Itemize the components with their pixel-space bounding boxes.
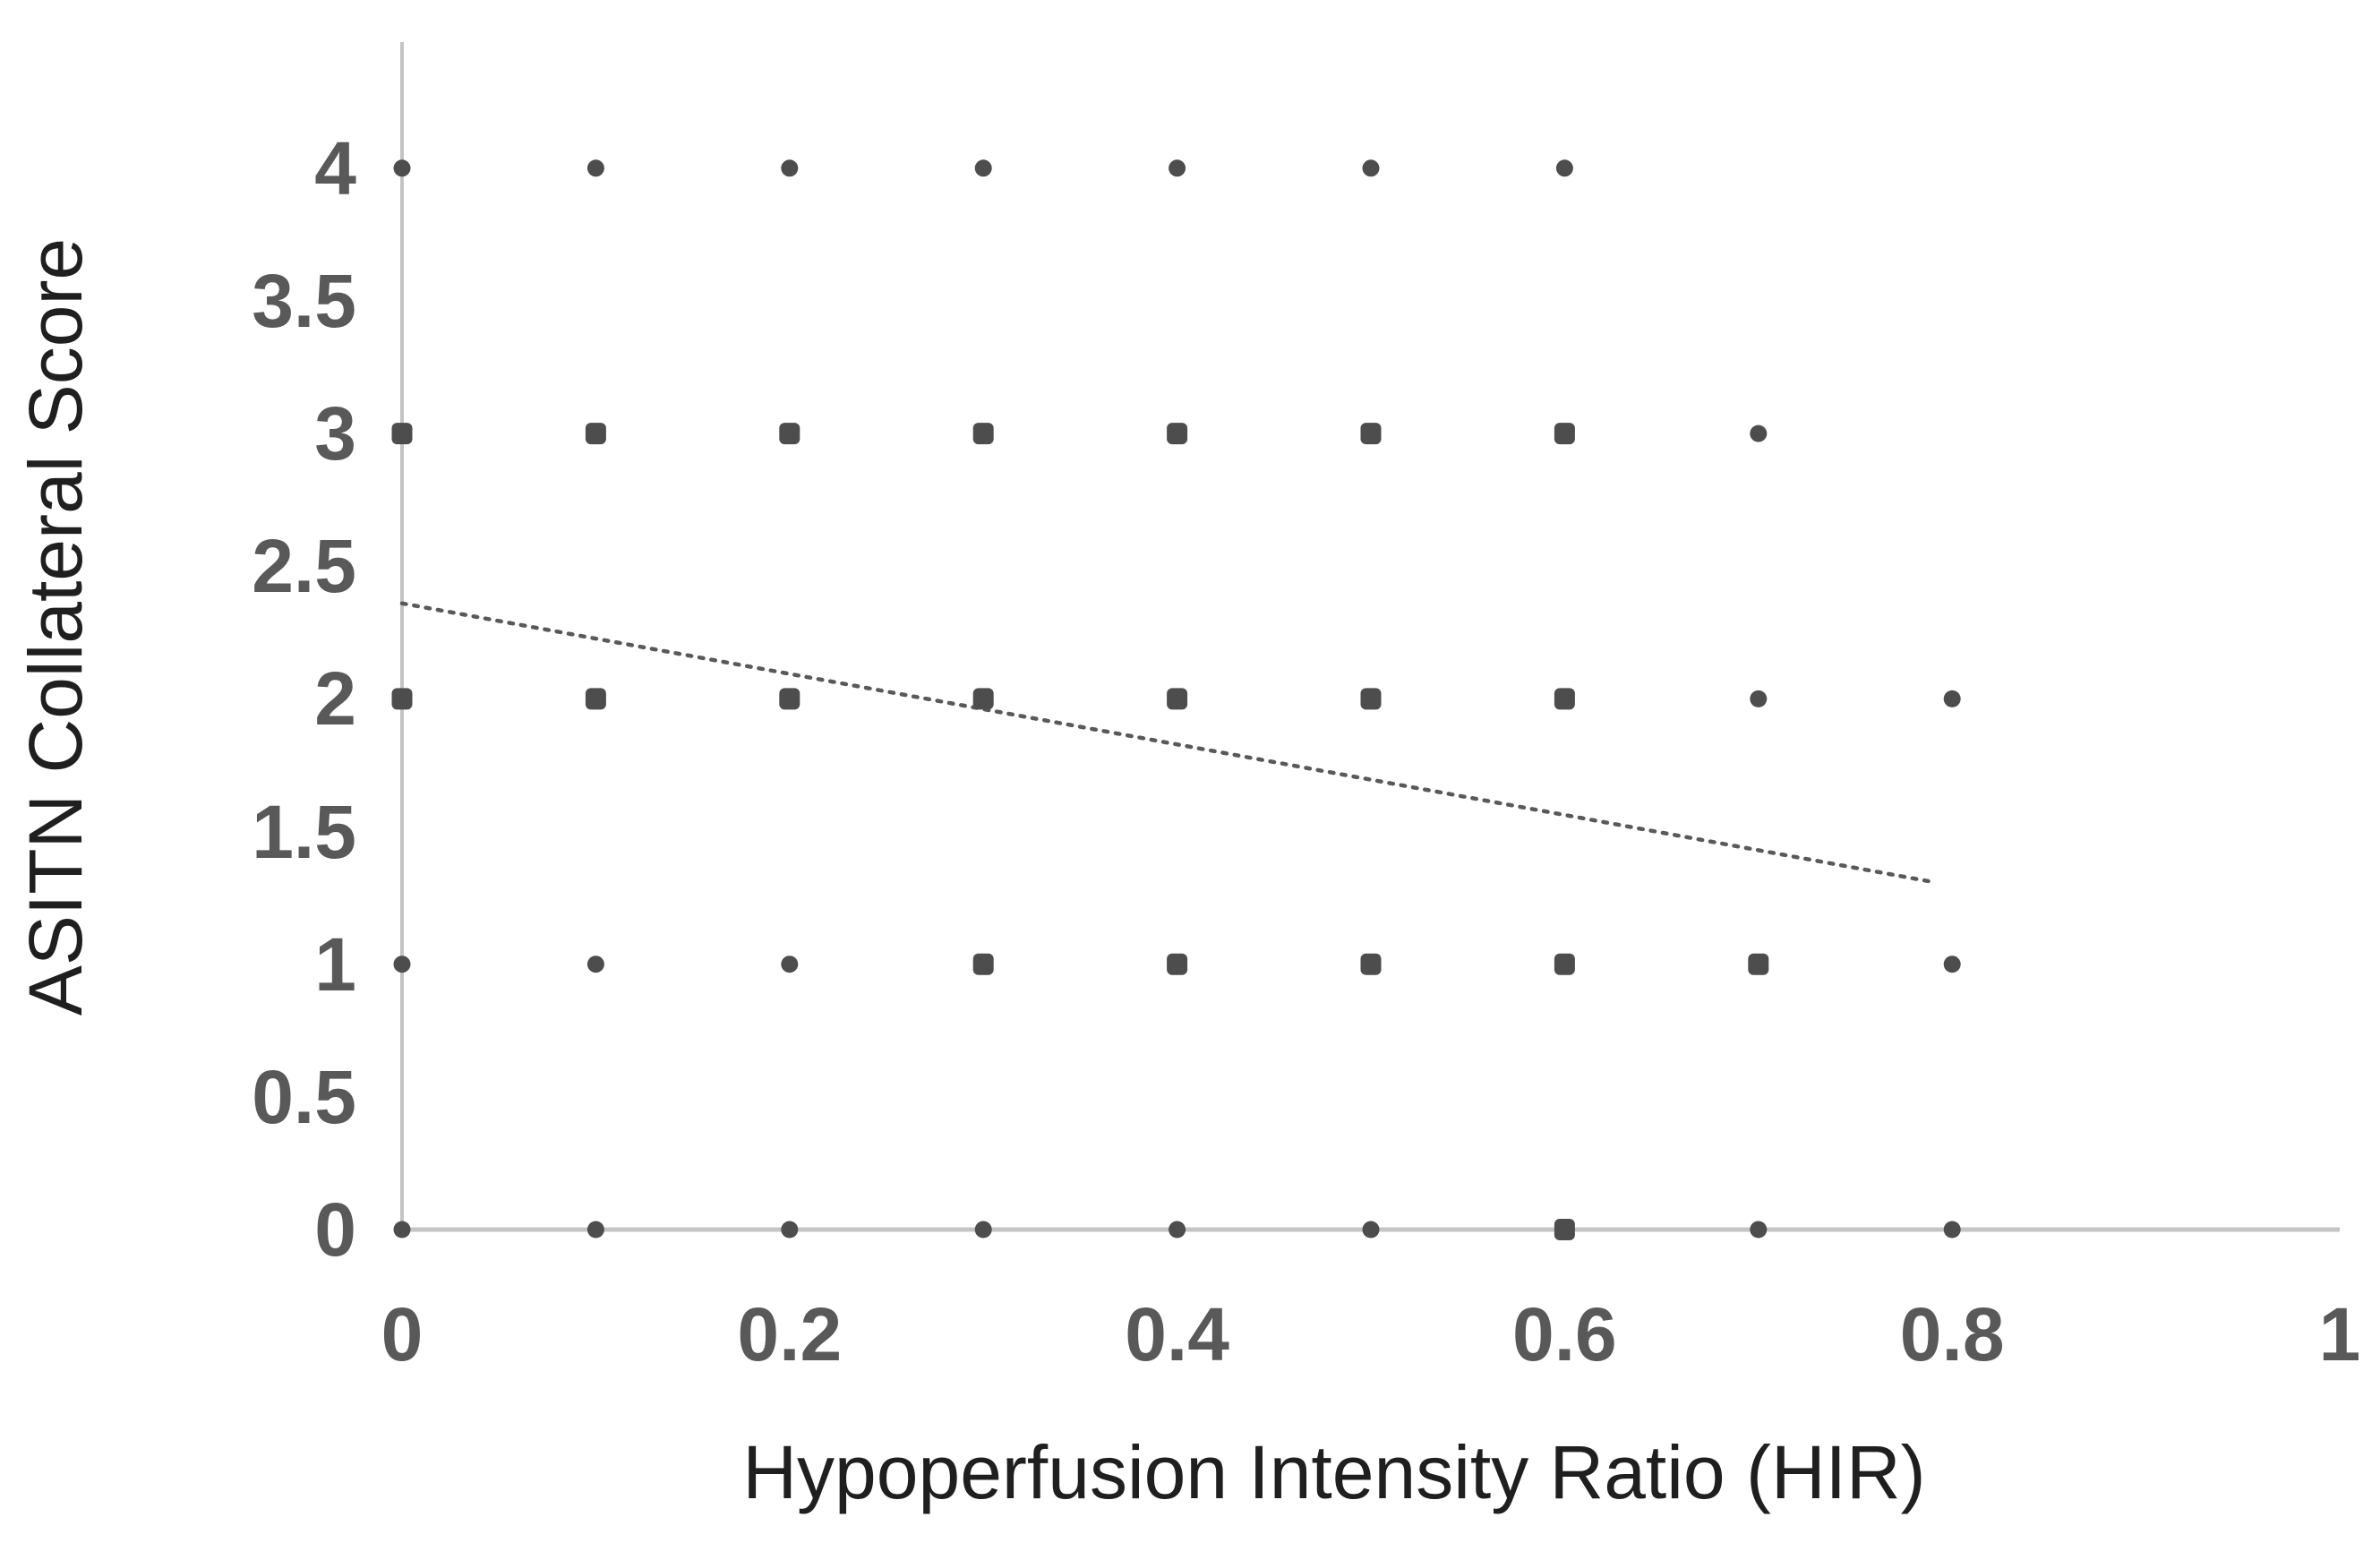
y-tick-label: 0.5 xyxy=(252,1054,356,1139)
y-tick-label: 2.5 xyxy=(252,524,356,609)
data-point xyxy=(1167,423,1188,445)
y-tick-label: 3 xyxy=(314,391,356,476)
data-point xyxy=(1554,688,1575,710)
data-point xyxy=(1943,956,1961,973)
y-tick-label: 3.5 xyxy=(252,258,356,343)
data-point xyxy=(1943,1221,1961,1239)
data-point xyxy=(972,423,994,445)
x-tick-label: 0.6 xyxy=(1512,1292,1617,1376)
data-point xyxy=(391,688,413,710)
data-point xyxy=(1169,1221,1186,1239)
data-point xyxy=(1554,953,1575,975)
data-point xyxy=(1360,423,1382,445)
data-point xyxy=(1169,159,1186,177)
data-point xyxy=(393,1221,411,1239)
data-point xyxy=(1750,424,1768,442)
data-point xyxy=(1554,1219,1575,1240)
y-tick-label: 1.5 xyxy=(252,789,356,874)
data-point xyxy=(972,688,994,710)
data-point xyxy=(1360,953,1382,975)
x-tick-label: 1 xyxy=(2318,1292,2361,1376)
data-point xyxy=(1748,953,1769,975)
data-point xyxy=(393,956,411,973)
data-point xyxy=(1362,1221,1380,1239)
data-point xyxy=(1362,159,1380,177)
data-point xyxy=(779,688,800,710)
y-tick-label: 0 xyxy=(314,1187,356,1272)
data-point xyxy=(974,1221,992,1239)
data-point xyxy=(391,423,413,445)
data-point xyxy=(585,688,606,710)
y-tick-label: 4 xyxy=(314,125,356,210)
data-point xyxy=(585,423,606,445)
data-point xyxy=(586,159,604,177)
data-point xyxy=(781,1221,799,1239)
trend-line xyxy=(399,601,1935,885)
data-point xyxy=(781,956,799,973)
data-point xyxy=(974,159,992,177)
data-point xyxy=(586,956,604,973)
data-point xyxy=(1167,688,1188,710)
data-point xyxy=(972,953,994,975)
x-tick-label: 0 xyxy=(381,1292,424,1376)
y-axis-title: ASITN Collateral Score xyxy=(13,237,98,1016)
data-point xyxy=(1360,688,1382,710)
x-tick-label: 0.2 xyxy=(737,1292,843,1376)
y-tick-label: 1 xyxy=(314,921,356,1007)
data-point xyxy=(1167,953,1188,975)
data-point xyxy=(586,1221,604,1239)
data-point xyxy=(1750,690,1768,707)
data-point xyxy=(393,159,411,177)
y-tick-label: 2 xyxy=(314,656,356,741)
x-tick-label: 0.8 xyxy=(1899,1292,2005,1376)
data-point xyxy=(779,423,800,445)
data-point xyxy=(781,159,799,177)
data-point xyxy=(1750,1221,1768,1239)
data-point xyxy=(1555,159,1573,177)
data-point xyxy=(1943,690,1961,707)
data-point xyxy=(1554,423,1575,445)
x-tick-label: 0.4 xyxy=(1125,1292,1229,1376)
x-axis-title: Hypoperfusion Intensity Ratio (HIR) xyxy=(742,1430,1926,1514)
